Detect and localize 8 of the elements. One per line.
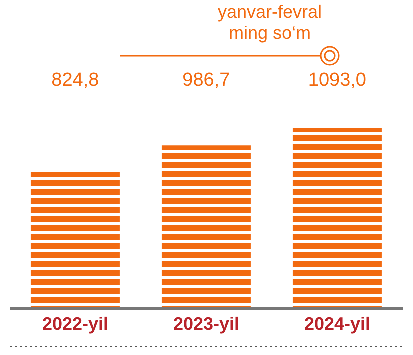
- chart-subtitle: ming so‘m: [228, 23, 312, 44]
- data-label: 986,7: [182, 70, 230, 91]
- chart-title: yanvar-fevral: [216, 2, 324, 23]
- x-tick-label: 2023-yil: [173, 314, 240, 334]
- data-label: 824,8: [52, 70, 100, 91]
- data-label: 1093,0: [308, 70, 367, 91]
- x-tick-label: 2022-yil: [42, 314, 109, 334]
- x-tick-label: 2024-yil: [304, 314, 371, 334]
